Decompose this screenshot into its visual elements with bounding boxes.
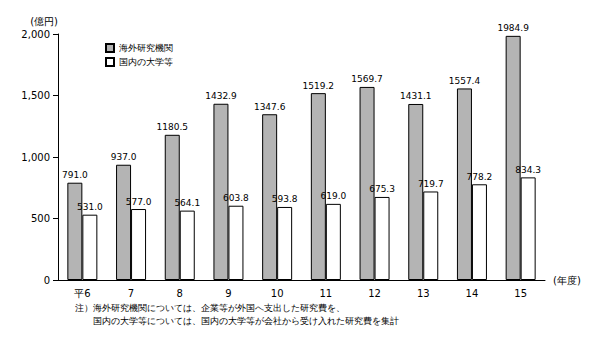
svg-text:11: 11 xyxy=(319,288,332,299)
svg-text:1,000: 1,000 xyxy=(21,152,50,163)
svg-text:1347.6: 1347.6 xyxy=(254,102,286,112)
svg-text:国内の大学等については、国内の大学等が会社から受け入れた研究: 国内の大学等については、国内の大学等が会社から受け入れた研究費を集計 xyxy=(93,316,399,326)
svg-text:1984.9: 1984.9 xyxy=(497,23,529,33)
svg-text:675.3: 675.3 xyxy=(369,184,395,194)
svg-text:834.3: 834.3 xyxy=(515,165,541,175)
svg-text:778.2: 778.2 xyxy=(467,172,493,182)
svg-text:937.0: 937.0 xyxy=(111,152,137,162)
svg-text:619.0: 619.0 xyxy=(320,191,346,201)
svg-text:1557.4: 1557.4 xyxy=(449,76,481,86)
svg-text:海外研究機関: 海外研究機関 xyxy=(119,43,173,53)
svg-text:1519.2: 1519.2 xyxy=(303,81,335,91)
svg-text:7: 7 xyxy=(128,288,134,299)
svg-text:12: 12 xyxy=(368,288,381,299)
svg-text:1569.7: 1569.7 xyxy=(351,74,383,84)
svg-text:14: 14 xyxy=(466,288,479,299)
svg-text:531.0: 531.0 xyxy=(77,202,103,212)
svg-text:2,000: 2,000 xyxy=(21,29,50,40)
svg-text:1432.9: 1432.9 xyxy=(205,91,237,101)
svg-text:注）海外研究機関については、企業等が外国へ支出した研究費を、: 注）海外研究機関については、企業等が外国へ支出した研究費を、 xyxy=(75,303,345,313)
svg-text:577.0: 577.0 xyxy=(126,197,152,207)
svg-text:564.1: 564.1 xyxy=(174,198,200,208)
svg-text:国内の大学等: 国内の大学等 xyxy=(119,57,173,67)
svg-text:1180.5: 1180.5 xyxy=(157,122,189,132)
svg-text:719.7: 719.7 xyxy=(418,179,444,189)
svg-text:13: 13 xyxy=(417,288,430,299)
svg-text:8: 8 xyxy=(177,288,183,299)
svg-text:593.8: 593.8 xyxy=(272,194,298,204)
svg-text:9: 9 xyxy=(225,288,231,299)
svg-text:平6: 平6 xyxy=(74,288,90,299)
svg-text:15: 15 xyxy=(514,288,527,299)
svg-text:603.8: 603.8 xyxy=(223,193,249,203)
svg-text:1431.1: 1431.1 xyxy=(400,91,432,101)
svg-text:(億円): (億円) xyxy=(30,16,58,27)
svg-text:0: 0 xyxy=(44,275,50,286)
svg-text:(年度): (年度) xyxy=(553,275,581,286)
svg-text:1,500: 1,500 xyxy=(21,90,50,101)
svg-text:10: 10 xyxy=(271,288,284,299)
svg-text:500: 500 xyxy=(31,213,50,224)
svg-text:791.0: 791.0 xyxy=(62,170,88,180)
